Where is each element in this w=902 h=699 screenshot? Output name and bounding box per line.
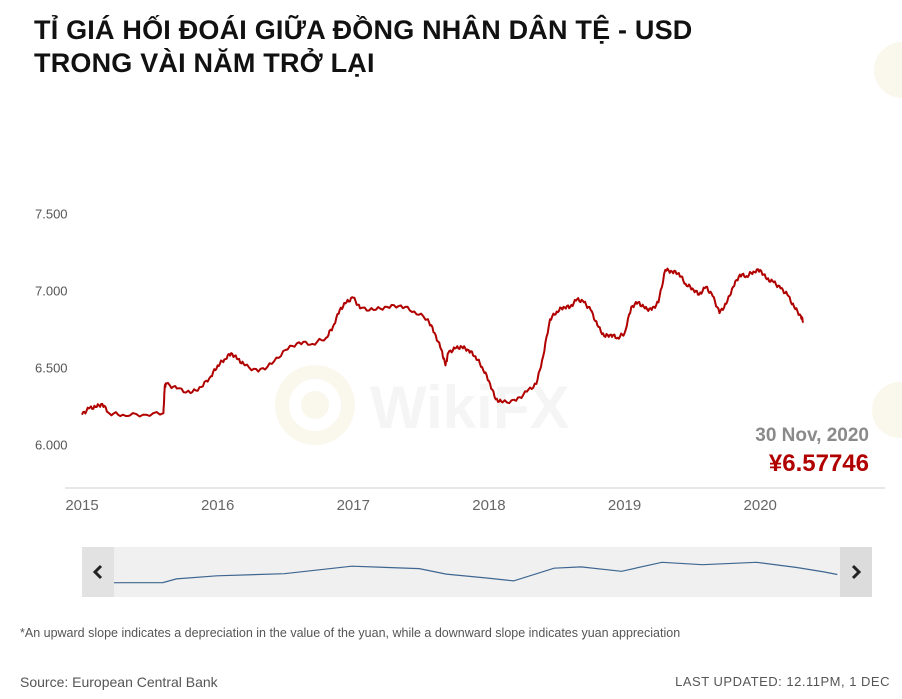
chart-title: TỈ GIÁ HỐI ĐOÁI GIỮA ĐỒNG NHÂN DÂN TỆ - … bbox=[34, 14, 874, 80]
readout-value: ¥6.57746 bbox=[768, 450, 869, 477]
range-navigator[interactable] bbox=[82, 547, 872, 597]
navigator-mini-chart[interactable] bbox=[82, 547, 872, 597]
wikifx-watermark-topright bbox=[872, 40, 902, 105]
series-line bbox=[81, 267, 805, 418]
exchange-rate-chart: 6.000 6.500 7.000 7.500 2015 2016 2017 2018 2019… bbox=[35, 207, 885, 514]
x-tick-label: 2020 bbox=[744, 497, 777, 514]
footnote: *An upward slope indicates a depreciatio… bbox=[20, 626, 681, 640]
y-tick-label: 6.500 bbox=[35, 361, 68, 376]
x-tick-label: 2019 bbox=[608, 497, 641, 514]
x-tick-label: 2017 bbox=[337, 497, 370, 514]
chevron-right-icon bbox=[851, 564, 862, 580]
y-tick-label: 7.000 bbox=[35, 284, 68, 299]
x-tick-label: 2016 bbox=[201, 497, 234, 514]
navigator-right-button[interactable] bbox=[840, 547, 872, 597]
y-tick-label: 7.500 bbox=[35, 207, 68, 222]
source-label: Source: European Central Bank bbox=[20, 674, 218, 690]
chart-title-line-1: TỈ GIÁ HỐI ĐOÁI GIỮA ĐỒNG NHÂN DÂN TỆ - … bbox=[34, 15, 693, 45]
x-tick-label: 2018 bbox=[472, 497, 505, 514]
readout-date: 30 Nov, 2020 bbox=[755, 425, 869, 446]
chevron-left-icon bbox=[92, 564, 103, 580]
navigator-left-button[interactable] bbox=[82, 547, 114, 597]
y-tick-label: 6.000 bbox=[35, 438, 68, 453]
navigator-series-line bbox=[82, 561, 838, 584]
chart-title-line-2: TRONG VÀI NĂM TRỞ LẠI bbox=[34, 48, 375, 78]
x-tick-label: 2015 bbox=[65, 497, 98, 514]
last-updated-label: LAST UPDATED: 12.11PM, 1 DEC bbox=[675, 674, 890, 689]
